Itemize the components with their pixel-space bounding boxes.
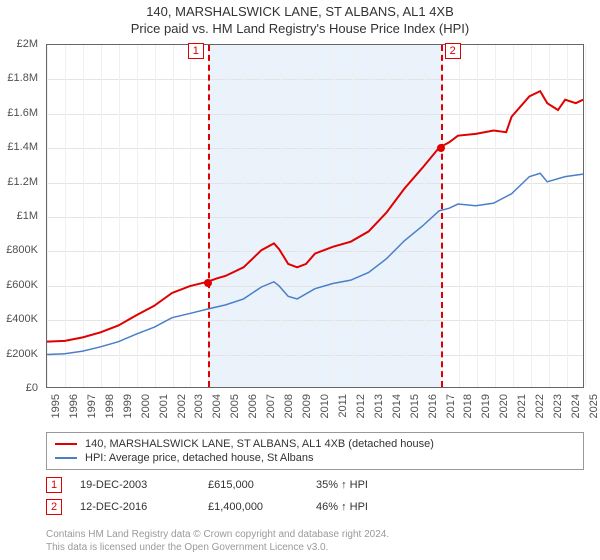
transaction-date: 19-DEC-2003 xyxy=(80,479,190,491)
chart-title: 140, MARSHALSWICK LANE, ST ALBANS, AL1 4… xyxy=(0,4,600,19)
marker-line-2 xyxy=(441,45,443,387)
line-series xyxy=(47,45,583,387)
x-tick-label: 2016 xyxy=(427,394,439,418)
x-tick-label: 2015 xyxy=(409,394,421,418)
x-tick-label: 2019 xyxy=(480,394,492,418)
x-tick-label: 2005 xyxy=(229,394,241,418)
plot-area: 12 xyxy=(46,44,584,388)
transaction-price: £1,400,000 xyxy=(208,501,298,513)
y-tick-label: £600K xyxy=(6,279,38,291)
x-tick-label: 2010 xyxy=(319,394,331,418)
x-tick-label: 1997 xyxy=(86,394,98,418)
footer-line2: This data is licensed under the Open Gov… xyxy=(46,541,584,554)
y-axis: £0£200K£400K£600K£800K£1M£1.2M£1.4M£1.6M… xyxy=(0,44,42,388)
x-tick-label: 2009 xyxy=(301,394,313,418)
y-tick-label: £1.4M xyxy=(7,141,38,153)
transaction-row: 2 12-DEC-2016 £1,400,000 46% ↑ HPI xyxy=(46,496,584,518)
y-tick-label: £2M xyxy=(17,38,38,50)
y-tick-label: £1.8M xyxy=(7,72,38,84)
x-tick-label: 2020 xyxy=(498,394,510,418)
x-tick-label: 2006 xyxy=(247,394,259,418)
x-tick-label: 2024 xyxy=(570,394,582,418)
y-tick-label: £800K xyxy=(6,244,38,256)
x-tick-label: 1999 xyxy=(122,394,134,418)
x-tick-label: 2023 xyxy=(552,394,564,418)
legend-item: 140, MARSHALSWICK LANE, ST ALBANS, AL1 4… xyxy=(55,437,575,451)
x-tick-label: 2022 xyxy=(534,394,546,418)
y-tick-label: £0 xyxy=(26,382,38,394)
legend-label: 140, MARSHALSWICK LANE, ST ALBANS, AL1 4… xyxy=(85,438,434,450)
x-tick-label: 2025 xyxy=(588,394,600,418)
x-tick-label: 2003 xyxy=(193,394,205,418)
x-tick-label: 2004 xyxy=(211,394,223,418)
marker-label-1: 1 xyxy=(188,43,204,59)
transaction-row: 1 19-DEC-2003 £615,000 35% ↑ HPI xyxy=(46,474,584,496)
legend-swatch xyxy=(55,443,77,445)
x-tick-label: 2008 xyxy=(283,394,295,418)
legend-item: HPI: Average price, detached house, St A… xyxy=(55,451,575,465)
x-tick-label: 1996 xyxy=(68,394,80,418)
x-tick-label: 2013 xyxy=(373,394,385,418)
legend: 140, MARSHALSWICK LANE, ST ALBANS, AL1 4… xyxy=(46,432,584,470)
x-tick-label: 1995 xyxy=(50,394,62,418)
transaction-badge: 2 xyxy=(46,499,62,515)
transaction-delta: 35% ↑ HPI xyxy=(316,479,406,491)
transaction-date: 12-DEC-2016 xyxy=(80,501,190,513)
legend-label: HPI: Average price, detached house, St A… xyxy=(85,452,314,464)
footer-line1: Contains HM Land Registry data © Crown c… xyxy=(46,528,584,541)
transaction-list: 1 19-DEC-2003 £615,000 35% ↑ HPI 2 12-DEC-201… xyxy=(46,474,584,518)
marker-dot-2 xyxy=(437,144,445,152)
y-tick-label: £400K xyxy=(6,313,38,325)
series-hpi xyxy=(47,173,583,354)
transaction-delta: 46% ↑ HPI xyxy=(316,501,406,513)
legend-swatch xyxy=(55,457,77,459)
x-tick-label: 2001 xyxy=(158,394,170,418)
y-tick-label: £200K xyxy=(6,348,38,360)
y-tick-label: £1M xyxy=(17,210,38,222)
chart-subtitle: Price paid vs. HM Land Registry's House … xyxy=(0,21,600,36)
x-tick-label: 2021 xyxy=(516,394,528,418)
x-tick-label: 2012 xyxy=(355,394,367,418)
x-tick-label: 2000 xyxy=(140,394,152,418)
x-tick-label: 1998 xyxy=(104,394,116,418)
transaction-badge: 1 xyxy=(46,477,62,493)
chart-container: 140, MARSHALSWICK LANE, ST ALBANS, AL1 4… xyxy=(0,0,600,560)
x-axis: 1995 1996 1997 1998 1999 2000 2001 2002 2003 2004… xyxy=(46,392,584,432)
x-tick-label: 2017 xyxy=(445,394,457,418)
y-tick-label: £1.6M xyxy=(7,107,38,119)
x-tick-label: 2002 xyxy=(176,394,188,418)
y-tick-label: £1.2M xyxy=(7,176,38,188)
series-property xyxy=(47,91,583,342)
marker-label-2: 2 xyxy=(445,43,461,59)
x-tick-label: 2014 xyxy=(391,394,403,418)
x-tick-label: 2007 xyxy=(265,394,277,418)
transaction-price: £615,000 xyxy=(208,479,298,491)
marker-line-1 xyxy=(208,45,210,387)
x-tick-label: 2018 xyxy=(462,394,474,418)
footer-attribution: Contains HM Land Registry data © Crown c… xyxy=(46,528,584,554)
marker-dot-1 xyxy=(204,279,212,287)
x-tick-label: 2011 xyxy=(337,394,349,418)
